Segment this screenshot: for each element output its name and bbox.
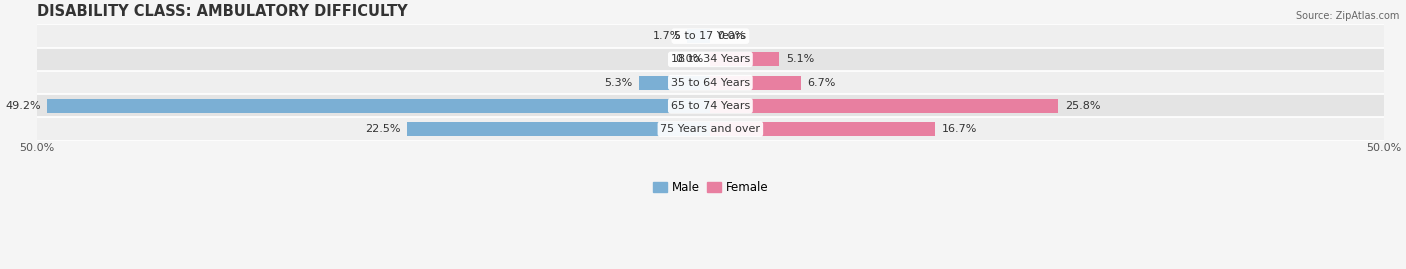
Text: 0.0%: 0.0% bbox=[675, 54, 703, 64]
Bar bbox=[688, 29, 710, 43]
Bar bbox=[37, 94, 1385, 118]
Bar bbox=[37, 24, 1385, 48]
Bar bbox=[638, 76, 710, 90]
Text: 5.3%: 5.3% bbox=[605, 77, 633, 88]
Bar bbox=[408, 122, 710, 136]
Text: 0.0%: 0.0% bbox=[717, 31, 745, 41]
Legend: Male, Female: Male, Female bbox=[648, 176, 773, 199]
Bar bbox=[48, 99, 710, 113]
Text: 1.7%: 1.7% bbox=[652, 31, 681, 41]
Text: 65 to 74 Years: 65 to 74 Years bbox=[671, 101, 749, 111]
Text: 22.5%: 22.5% bbox=[366, 124, 401, 134]
Text: 75 Years and over: 75 Years and over bbox=[661, 124, 761, 134]
Text: 35 to 64 Years: 35 to 64 Years bbox=[671, 77, 749, 88]
Text: 6.7%: 6.7% bbox=[807, 77, 835, 88]
Bar bbox=[37, 118, 1385, 141]
Text: 25.8%: 25.8% bbox=[1064, 101, 1101, 111]
Text: 5 to 17 Years: 5 to 17 Years bbox=[675, 31, 747, 41]
Text: 5.1%: 5.1% bbox=[786, 54, 814, 64]
Bar bbox=[710, 76, 800, 90]
Bar bbox=[710, 122, 935, 136]
Text: 18 to 34 Years: 18 to 34 Years bbox=[671, 54, 749, 64]
Text: Source: ZipAtlas.com: Source: ZipAtlas.com bbox=[1295, 11, 1399, 21]
Bar bbox=[710, 52, 779, 66]
Bar bbox=[710, 99, 1059, 113]
Text: 16.7%: 16.7% bbox=[942, 124, 977, 134]
Bar bbox=[37, 48, 1385, 71]
Text: DISABILITY CLASS: AMBULATORY DIFFICULTY: DISABILITY CLASS: AMBULATORY DIFFICULTY bbox=[37, 4, 408, 19]
Bar bbox=[37, 71, 1385, 94]
Text: 49.2%: 49.2% bbox=[6, 101, 41, 111]
